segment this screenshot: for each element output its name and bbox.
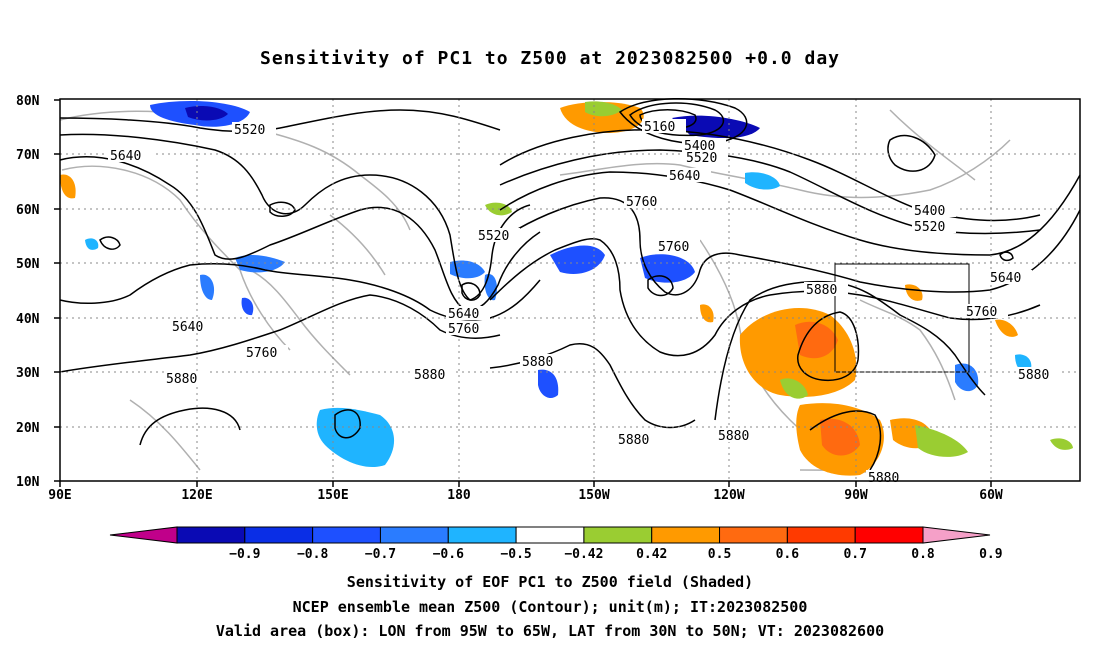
colorbar-swatch xyxy=(176,526,246,544)
colorbar-swatch xyxy=(854,526,924,544)
colorbar-swatch xyxy=(379,526,449,544)
latitude-labels: 80N 70N 60N 50N 40N 30N 20N 10N xyxy=(16,94,40,490)
contour-label: 5880 xyxy=(414,368,445,383)
colorbar-tick-label: 0.6 xyxy=(776,547,800,562)
colorbar-swatch xyxy=(447,526,517,544)
map-frame xyxy=(59,98,1081,482)
colorbar-swatch xyxy=(719,526,788,544)
lon-label: 120E xyxy=(181,488,212,503)
lat-label: 80N xyxy=(16,94,40,109)
colorbar-tick-label: 0.9 xyxy=(979,547,1002,562)
lat-label: 70N xyxy=(16,148,40,163)
axis-ticks xyxy=(54,99,992,487)
lat-lon-grid xyxy=(60,99,1080,481)
contour-label: 5880 xyxy=(718,429,749,444)
contour-label: 5760 xyxy=(448,322,479,337)
contour-label: 5520 xyxy=(234,123,265,138)
colorbar-tick-label: −0.5 xyxy=(500,547,531,562)
contour-label: 5880 xyxy=(868,471,899,486)
contour-label: 5760 xyxy=(246,346,277,361)
contour-label: 5880 xyxy=(166,372,197,387)
contour-label: 5760 xyxy=(658,240,689,255)
contour-label: 5640 xyxy=(448,307,479,322)
colorbar-swatch xyxy=(583,526,653,544)
contour-label: 5760 xyxy=(626,195,657,210)
colorbar-tick-label: 0.42 xyxy=(636,547,667,562)
colorbar-tick-label: −0.7 xyxy=(365,547,396,562)
colorbar-tick-label: −0.9 xyxy=(229,547,260,562)
colorbar-swatch xyxy=(515,526,585,544)
lon-label: 90E xyxy=(48,488,71,503)
lon-label: 150W xyxy=(578,488,609,503)
contour-label: 5880 xyxy=(522,355,553,370)
contour-label: 5520 xyxy=(686,151,717,166)
contour-label: 5880 xyxy=(618,433,649,448)
contour-label: 5640 xyxy=(110,149,141,164)
contour-label: 5760 xyxy=(966,305,997,320)
lat-label: 40N xyxy=(16,312,40,327)
longitude-labels: 90E 120E 150E 180 150W 120W 90W 60W xyxy=(48,488,1003,503)
colorbar-swatch xyxy=(244,526,314,544)
lon-label: 90W xyxy=(844,488,868,503)
contour-label: 5520 xyxy=(914,220,945,235)
contour-label: 5400 xyxy=(914,204,945,219)
colorbar-swatch xyxy=(786,526,856,544)
contour-label: 5160 xyxy=(644,120,675,135)
colorbar-swatch xyxy=(312,526,381,544)
colorbar-tick-label: −0.42 xyxy=(564,547,603,562)
colorbar-tick-label: −0.6 xyxy=(433,547,464,562)
sensitivity-shading xyxy=(60,100,1073,476)
lon-label: 60W xyxy=(979,488,1003,503)
contour-label: 5640 xyxy=(669,169,700,184)
lat-label: 60N xyxy=(16,203,40,218)
contour-label: 5640 xyxy=(172,320,203,335)
contour-label: 5880 xyxy=(1018,368,1049,383)
footer-line-3: Valid area (box): LON from 95W to 65W, L… xyxy=(215,622,885,640)
colorbar-tick-label: 0.8 xyxy=(911,547,935,562)
colorbar-high-extension xyxy=(922,526,991,544)
contour-label: 5520 xyxy=(478,229,509,244)
contour-label: 5640 xyxy=(990,271,1021,286)
colorbar-tick-label: 0.5 xyxy=(708,547,731,562)
colorbar-swatch xyxy=(651,526,721,544)
footer-line-2: NCEP ensemble mean Z500 (Contour); unit(… xyxy=(292,598,808,616)
lat-label: 10N xyxy=(16,475,40,490)
z500-contours xyxy=(59,98,1081,471)
lon-label: 180 xyxy=(447,488,471,503)
contour-label: 5880 xyxy=(806,283,837,298)
contour-labels: 5520 5640 5160 5400 5520 5640 5760 5520 … xyxy=(110,120,1050,486)
lon-label: 120W xyxy=(713,488,744,503)
lat-label: 30N xyxy=(16,366,40,381)
colorbar-low-extension xyxy=(109,526,178,544)
colorbar: −0.9 −0.8 −0.7 −0.6 −0.5 −0.42 0.42 0.5 0.6 0.7 0.… xyxy=(109,526,1003,562)
lat-label: 50N xyxy=(16,257,40,272)
footer-line-1: Sensitivity of EOF PC1 to Z500 field (Sh… xyxy=(346,573,754,591)
map-title: Sensitivity of PC1 to Z500 at 2023082500… xyxy=(259,48,840,69)
colorbar-tick-label: −0.8 xyxy=(297,547,328,562)
colorbar-tick-label: 0.7 xyxy=(843,547,866,562)
lat-label: 20N xyxy=(16,421,40,436)
lon-label: 150E xyxy=(317,488,348,503)
